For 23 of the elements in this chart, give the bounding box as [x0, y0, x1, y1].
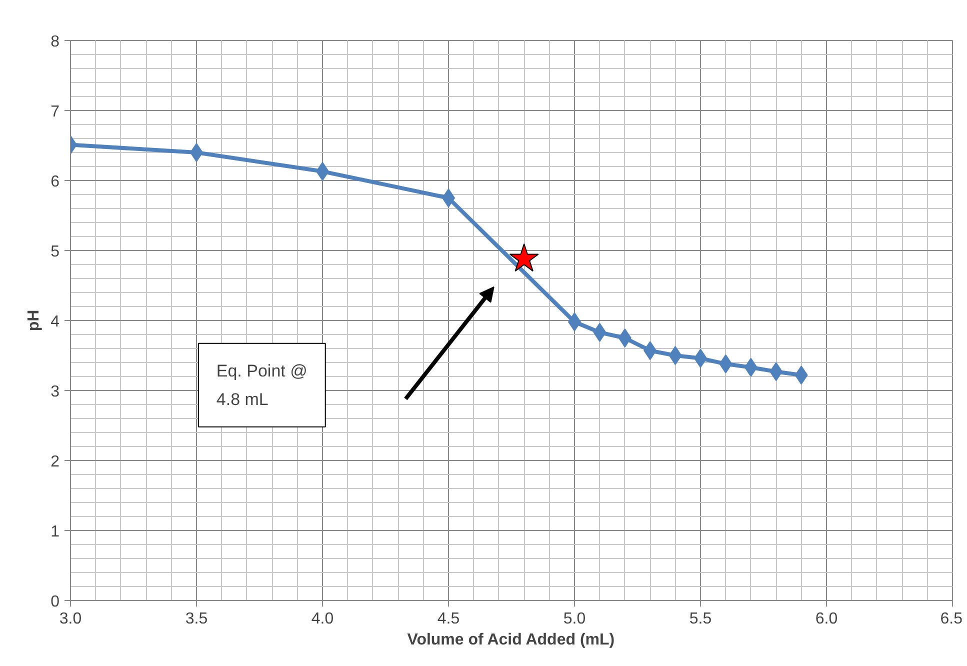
x-tick-label: 3.0 [59, 610, 82, 628]
y-tick-label: 3 [50, 384, 60, 400]
y-tick-label: 0 [50, 594, 60, 610]
y-tick-label: 5 [50, 244, 60, 260]
x-tick-label: 5.0 [563, 610, 586, 628]
x-tick-label: 6.5 [940, 610, 963, 628]
y-tick-label: 2 [50, 454, 60, 470]
y-axis-title: pH [26, 310, 43, 332]
x-tick-label: 4.5 [437, 610, 460, 628]
point [618, 328, 632, 348]
x-tick-label: 4.0 [311, 610, 334, 628]
point [509, 243, 539, 272]
annotation: Eq. Point @ 4.8 mL [216, 361, 308, 409]
x-tick-label: 6.0 [815, 610, 838, 628]
y-tick-label: 8 [50, 34, 60, 50]
x-axis-title: Volume of Acid Added (mL) [407, 632, 615, 648]
y-tick-label: 6 [50, 174, 60, 190]
point [668, 346, 682, 365]
x-tick-label: 3.5 [185, 610, 208, 628]
y-tick-label: 4 [50, 314, 60, 330]
y-tick-label: 7 [50, 104, 60, 120]
y-tick-label: 1 [50, 524, 60, 540]
x-tick-label: 5.5 [689, 610, 712, 628]
